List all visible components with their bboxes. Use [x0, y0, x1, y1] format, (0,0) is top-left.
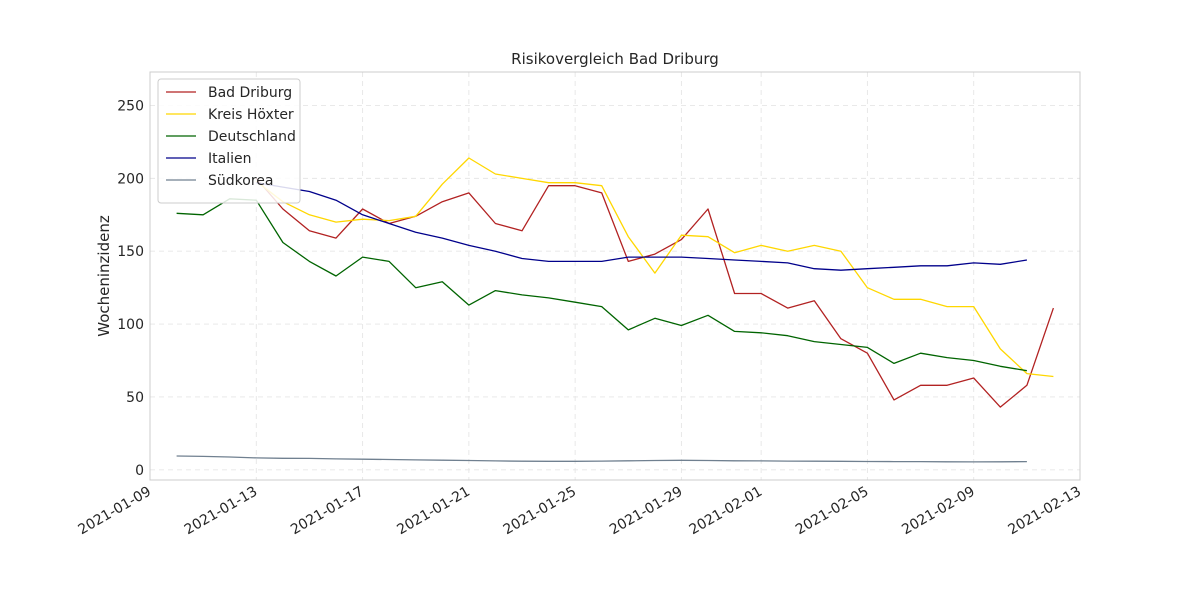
y-tick-labels: 0 50 100 150 200 250 [117, 99, 144, 479]
y-tick-label: 250 [117, 99, 144, 115]
y-tick-label: 0 [135, 463, 144, 479]
series-lines [176, 157, 1055, 463]
legend-label-bad-driburg: Bad Driburg [208, 85, 292, 101]
y-tick-label: 50 [126, 390, 144, 406]
legend-label-kreis-h-xter: Kreis Höxter [208, 107, 294, 123]
series-line-s-dkorea [176, 455, 1027, 463]
legend-label-s-dkorea: Südkorea [208, 173, 273, 189]
legend-box [157, 78, 301, 204]
legend: Bad Driburg Kreis Höxter Deutschland Italie… [157, 78, 301, 204]
legend-label-deutschland: Deutschland [208, 129, 296, 145]
legend-label-italien: Italien [208, 151, 251, 167]
chart-title: Risikovergleich Bad Driburg [511, 50, 719, 68]
series-line-kreis-h-xter [255, 157, 1054, 378]
y-tick-label: 150 [117, 244, 144, 260]
y-axis-title: Wocheninzidenz [95, 215, 113, 337]
series-line-deutschland [176, 198, 1028, 372]
series-line-italien [256, 182, 1028, 271]
plot-frame [149, 71, 1081, 481]
y-tick-label: 200 [117, 171, 144, 187]
y-tick-label: 100 [117, 317, 144, 333]
